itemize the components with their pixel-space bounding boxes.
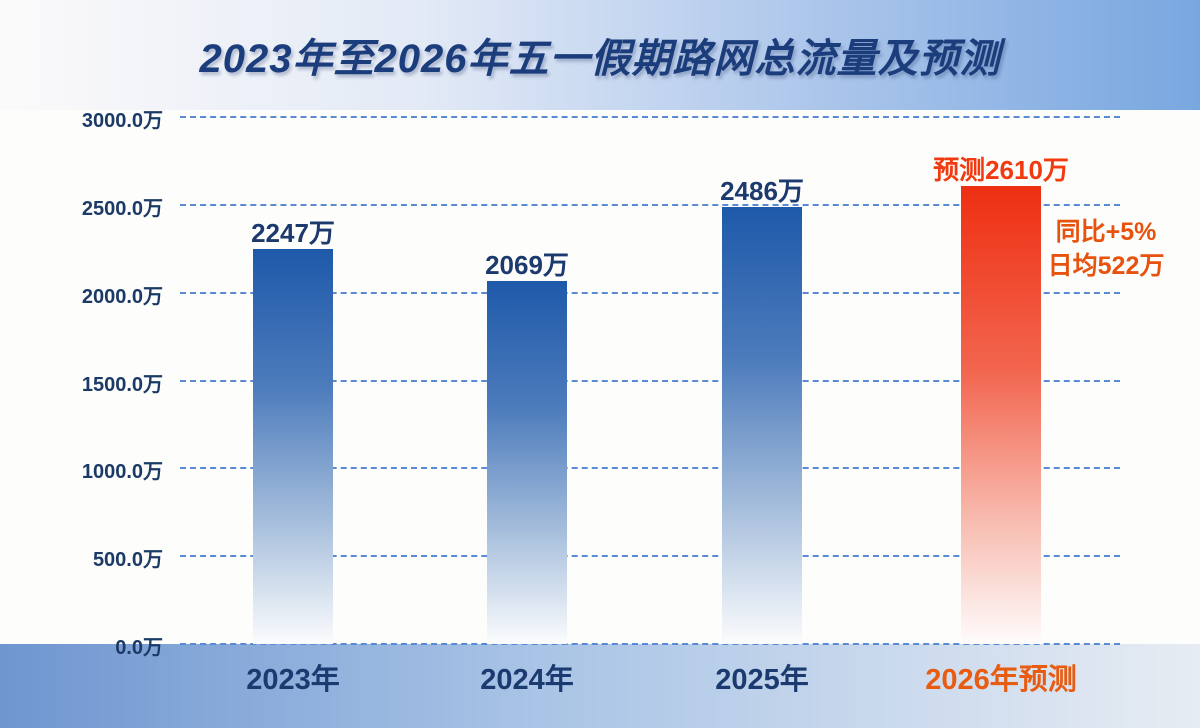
x-category-label: 2023年 (246, 664, 340, 696)
gridline (180, 379, 1120, 382)
bar-value-label: 2247万 (251, 218, 335, 249)
gridline (180, 203, 1120, 206)
y-tick-label: 0.0万 (115, 637, 163, 659)
gridline (180, 643, 1120, 645)
bar-2023年 (253, 249, 333, 644)
gridline (180, 555, 1120, 558)
forecast-annotation: 同比+5% 日均522万 (1030, 216, 1182, 284)
bar-2024年 (487, 280, 567, 644)
bar-value-label: 2069万 (485, 249, 569, 280)
y-tick-label: 500.0万 (92, 549, 163, 572)
annotation-line-daily-avg: 日均522万 (1047, 251, 1165, 280)
chart-title: 2023年至2026年五一假期路网总流量及预测 (199, 37, 1001, 81)
gridline (180, 116, 1120, 118)
y-tick-label: 2500.0万 (81, 197, 163, 220)
annotation-line-yoy: 同比+5% (1055, 218, 1157, 246)
bar-value-label: 2486万 (720, 176, 804, 207)
bar-2025年 (722, 207, 802, 644)
gridline (180, 291, 1120, 294)
footer-background (0, 644, 1200, 728)
gridline (180, 467, 1120, 470)
bar-value-label: 预测2610万 (933, 154, 1069, 185)
y-tick-label: 3000.0万 (81, 110, 163, 132)
header-background (0, 0, 1200, 110)
bar-2026年预测 (961, 185, 1041, 644)
y-tick-label: 2000.0万 (81, 285, 163, 308)
y-tick-label: 1500.0万 (81, 373, 163, 396)
x-category-label: 2026年预测 (925, 664, 1077, 696)
y-tick-label: 1000.0万 (81, 461, 163, 484)
x-category-label: 2025年 (715, 664, 809, 696)
x-category-label: 2024年 (480, 664, 574, 696)
